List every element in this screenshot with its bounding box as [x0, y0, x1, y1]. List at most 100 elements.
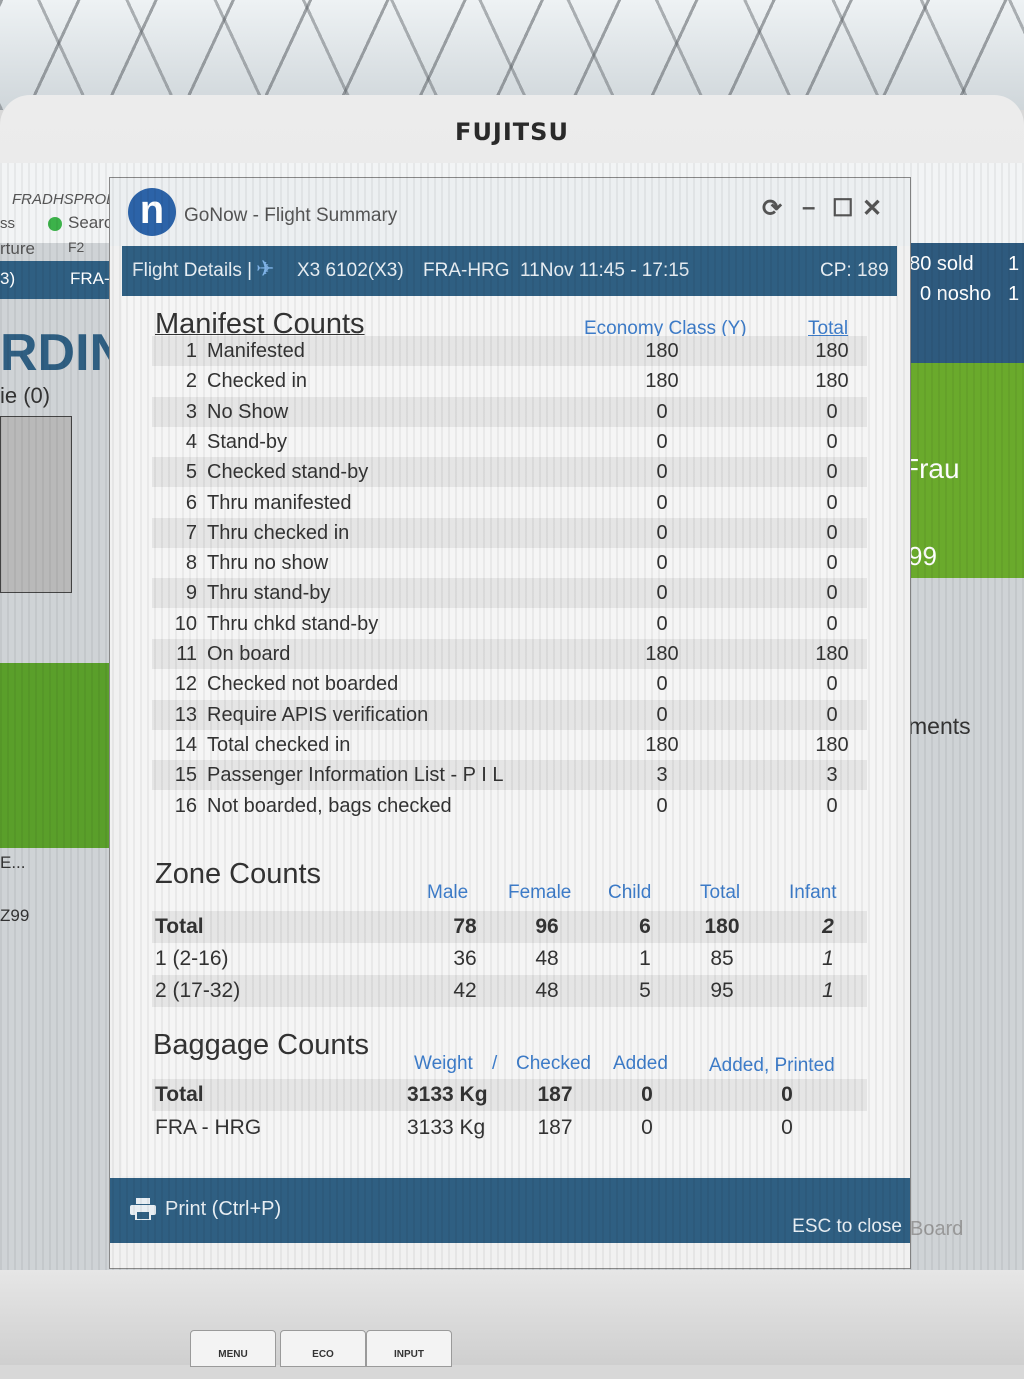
zone-female-header: Female	[508, 882, 572, 903]
economy-class-header: Economy Class (Y)	[584, 318, 747, 339]
print-button[interactable]: Print (Ctrl+P)	[165, 1198, 282, 1220]
dialog-body: Manifest Counts Economy Class (Y) Total …	[122, 296, 897, 1176]
manifest-counts-title: Manifest Counts	[155, 308, 365, 340]
baggage-header-separator: /	[492, 1053, 498, 1074]
close-icon[interactable]: ✕	[862, 195, 883, 222]
manifest-row-label: Thru no show	[207, 552, 329, 575]
manifest-economy-value: 180	[645, 370, 679, 393]
manifest-row-label: Thru chkd stand-by	[207, 612, 379, 635]
manifest-row-number: 2	[185, 370, 197, 393]
manifest-total-value: 180	[815, 340, 849, 362]
manifest-economy-value: 0	[656, 400, 668, 423]
manifest-row-number: 12	[174, 673, 197, 696]
baggage-checked-header: Checked	[516, 1053, 591, 1074]
manifest-economy-value: 0	[656, 552, 668, 575]
manifest-economy-value: 0	[656, 703, 668, 726]
manifest-economy-value: 180	[645, 733, 679, 756]
baggage-added-printed-value: 0	[781, 1083, 793, 1106]
minimize-icon[interactable]: –	[802, 194, 816, 221]
manifest-total-value: 180	[815, 733, 849, 756]
bg-fragment: Z99	[0, 906, 30, 925]
manifest-row-number: 7	[185, 521, 197, 544]
manifest-economy-value: 0	[656, 794, 668, 817]
manifest-row: 1 Manifested 180 180	[152, 336, 867, 366]
monitor-bottom-bezel	[0, 1270, 1024, 1365]
bg-heading-fragment: RDIN	[0, 324, 128, 382]
manifest-row-label: Stand-by	[207, 430, 288, 453]
bg-fragment: ss	[0, 215, 15, 232]
bg-fragment: 1	[1008, 283, 1020, 305]
manifest-row-label: Checked in	[207, 370, 308, 393]
manifest-economy-value: 0	[656, 430, 668, 453]
manifest-row: 10 Thru chkd stand-by 0 0	[152, 609, 867, 639]
zone-infant-value: 2	[822, 915, 834, 938]
zone-row-label: Total	[155, 915, 204, 938]
manifest-total-value: 0	[826, 400, 838, 423]
zone-row: Total 78 96 6 180 2	[152, 911, 867, 943]
manifest-row-number: 5	[185, 461, 197, 484]
ceiling-background	[0, 0, 1024, 110]
gonow-logo-icon: n	[128, 188, 176, 236]
dialog-footer: Print (Ctrl+P) ESC to close	[110, 1178, 910, 1243]
manifest-economy-value: 0	[656, 521, 668, 544]
manifest-row-label: On board	[207, 643, 291, 665]
manifest-row-label: Thru stand-by	[207, 582, 331, 605]
manifest-row-label: No Show	[207, 400, 289, 423]
baggage-added-printed-value: 0	[781, 1116, 793, 1139]
flight-date-time: 11Nov 11:45 - 17:15	[520, 260, 690, 281]
baggage-row: Total 3133 Kg 187 0 0	[152, 1079, 867, 1111]
manifest-row: 4 Stand-by 0 0	[152, 427, 867, 457]
manifest-row: 14 Total checked in 180 180	[152, 730, 867, 760]
manifest-economy-value: 180	[645, 340, 679, 362]
baggage-added-value: 0	[641, 1083, 653, 1106]
cp-count: CP: 189	[820, 260, 889, 281]
bg-search-button[interactable]: Search	[68, 213, 122, 232]
baggage-row-label: Total	[155, 1083, 204, 1106]
bg-fragment: ments	[908, 713, 971, 739]
manifest-row: 12 Checked not boarded 0 0	[152, 669, 867, 699]
manifest-row-label: Thru checked in	[207, 521, 350, 544]
manifest-row: 2 Checked in 180 180	[152, 366, 867, 396]
dialog-title: GoNow - Flight Summary	[184, 205, 398, 226]
manifest-total-value: 0	[826, 673, 838, 696]
manifest-total-value: 0	[826, 461, 838, 484]
bg-fragment: 99	[908, 541, 937, 571]
monitor-eco-button[interactable]: ECO	[280, 1330, 366, 1367]
monitor-menu-button[interactable]: MENU	[190, 1330, 276, 1367]
zone-total-value: 180	[704, 915, 740, 938]
manifest-row: 16 Not boarded, bags checked 0 0	[152, 791, 867, 821]
manifest-economy-value: 0	[656, 461, 668, 484]
refresh-icon[interactable]: ⟳	[762, 195, 783, 222]
esc-close-hint[interactable]: ESC to close	[792, 1216, 902, 1237]
flight-details-header: Flight Details | ✈ X3 6102(X3) FRA-HRG 1…	[122, 246, 897, 296]
monitor-input-button[interactable]: INPUT	[366, 1330, 452, 1367]
manifest-row-number: 8	[185, 552, 197, 575]
manifest-row-number: 10	[174, 612, 197, 635]
printer-icon[interactable]	[130, 1198, 156, 1220]
bg-right-bar	[895, 243, 1024, 363]
bg-queue-label: ie (0)	[0, 383, 51, 408]
zone-child-value: 1	[639, 947, 651, 970]
manifest-total-value: 180	[815, 643, 849, 665]
zone-row-label: 1 (2-16)	[155, 947, 229, 970]
manifest-total-value: 180	[815, 370, 849, 393]
manifest-row-label: Checked not boarded	[207, 673, 399, 696]
zone-child-value: 6	[639, 915, 651, 938]
zone-infant-value: 1	[822, 947, 834, 970]
zone-male-header: Male	[427, 882, 469, 903]
manifest-row-number: 3	[185, 400, 197, 423]
flight-route: FRA-HRG	[423, 260, 510, 281]
manifest-row-label: Total checked in	[207, 733, 351, 756]
manifest-row: 7 Thru checked in 0 0	[152, 517, 867, 548]
manifest-row: 3 No Show 0 0	[152, 396, 867, 427]
manifest-row-label: Not boarded, bags checked	[207, 794, 452, 817]
zone-row: 1 (2-16) 36 48 1 85 1	[152, 943, 867, 975]
zone-counts-title: Zone Counts	[155, 858, 322, 890]
zone-total-header: Total	[700, 882, 741, 903]
manifest-row-number: 4	[185, 430, 197, 453]
monitor-screen: FRADHSPROD9 ss Search rture F2 3) FRA-H …	[0, 163, 1024, 1278]
bg-board-button[interactable]: Board	[910, 1218, 964, 1240]
manifest-row: 15 Passenger Information List - P I L 3 3	[152, 760, 867, 791]
manifest-total-value: 0	[826, 703, 838, 726]
maximize-icon[interactable]: ☐	[832, 195, 854, 222]
